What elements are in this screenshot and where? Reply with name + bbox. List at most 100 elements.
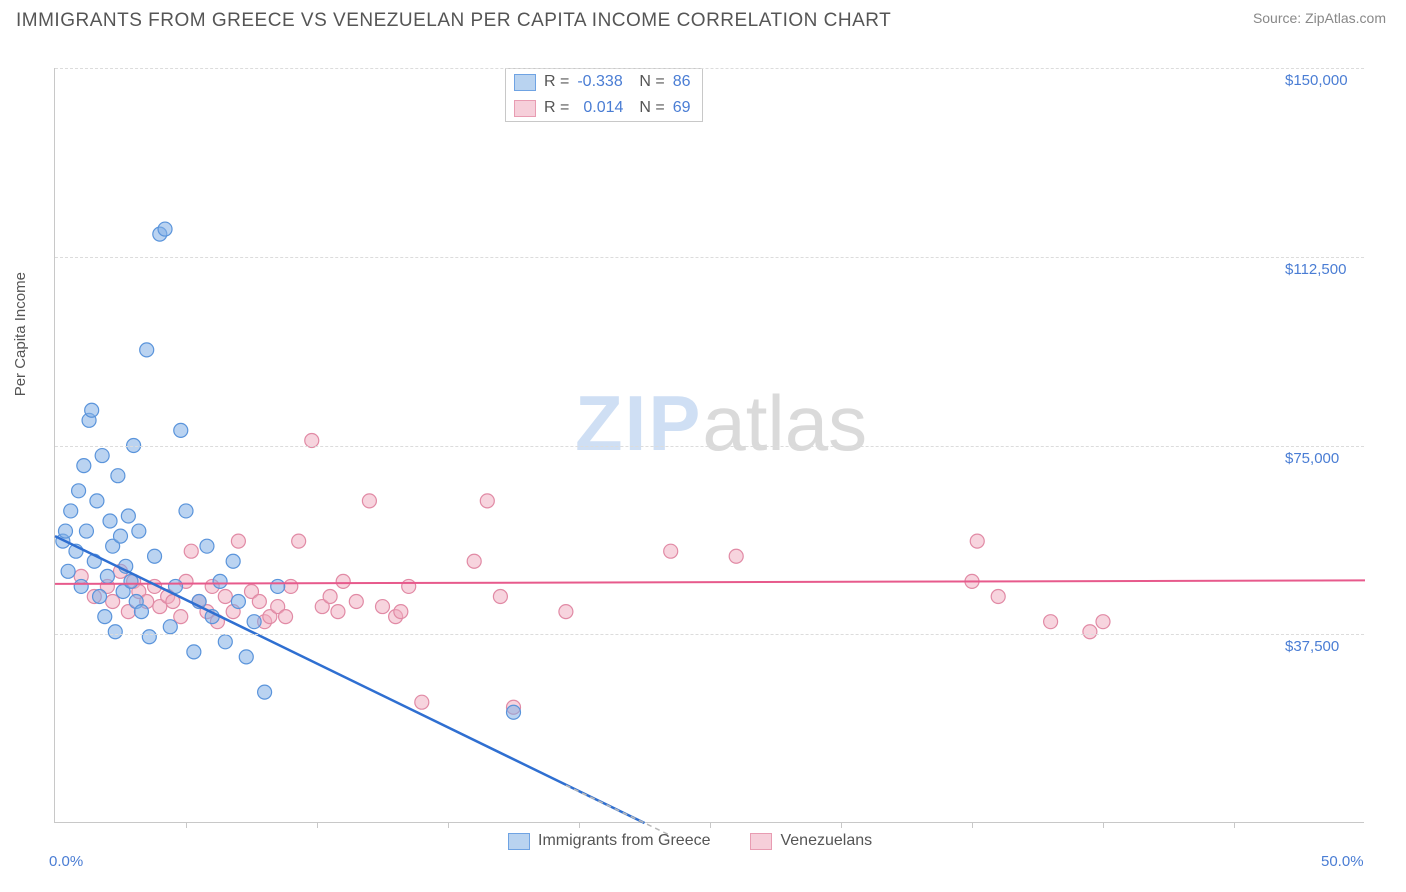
x-tick [186, 822, 187, 828]
gridline [55, 446, 1364, 447]
legend-label-venezuelan: Venezuelans [780, 832, 872, 850]
data-point [95, 449, 109, 463]
data-point [336, 574, 350, 588]
data-point [349, 595, 363, 609]
legend-item-venezuelan: Venezuelans [750, 832, 872, 850]
legend-item-greece: Immigrants from Greece [508, 832, 710, 850]
x-tick [1234, 822, 1235, 828]
swatch-venezuelan [514, 100, 536, 117]
data-point [480, 494, 494, 508]
gridline [55, 634, 1364, 635]
correlation-stats-box: R = -0.338 N = 86 R = 0.014 N = 69 [505, 68, 703, 122]
data-point [187, 645, 201, 659]
data-point [231, 534, 245, 548]
trend-line [55, 580, 1365, 584]
data-point [284, 579, 298, 593]
data-point [467, 554, 481, 568]
legend: Immigrants from Greece Venezuelans [508, 832, 872, 850]
data-point [559, 605, 573, 619]
stats-r-a: -0.338 [577, 70, 631, 94]
data-point [279, 610, 293, 624]
gridline [55, 68, 1364, 69]
stats-n-label: N = [639, 70, 664, 94]
data-point [158, 222, 172, 236]
data-point [402, 579, 416, 593]
data-point [77, 459, 91, 473]
data-point [98, 610, 112, 624]
data-point [174, 423, 188, 437]
data-point [134, 605, 148, 619]
data-point [376, 600, 390, 614]
data-point [323, 590, 337, 604]
y-axis-label: Per Capita Income [12, 272, 29, 396]
y-tick-label: $112,500 [1285, 261, 1346, 278]
data-point [970, 534, 984, 548]
data-point [111, 469, 125, 483]
source-label: Source: ZipAtlas.com [1253, 10, 1386, 26]
data-point [174, 610, 188, 624]
data-point [331, 605, 345, 619]
data-point [415, 695, 429, 709]
swatch-greece [514, 74, 536, 91]
data-point [61, 564, 75, 578]
y-tick-label: $75,000 [1285, 450, 1339, 467]
data-point [247, 615, 261, 629]
x-tick [317, 822, 318, 828]
x-tick [1103, 822, 1104, 828]
data-point [100, 569, 114, 583]
stats-row-a: R = -0.338 N = 86 [506, 69, 702, 95]
swatch-greece-icon [508, 833, 530, 850]
data-point [394, 605, 408, 619]
data-point [991, 590, 1005, 604]
data-point [729, 549, 743, 563]
data-point [114, 529, 128, 543]
data-point [184, 544, 198, 558]
data-point [179, 504, 193, 518]
data-point [108, 625, 122, 639]
data-point [218, 635, 232, 649]
data-point [163, 620, 177, 634]
data-point [132, 524, 146, 538]
y-tick-label: $150,000 [1285, 72, 1348, 89]
gridline [55, 257, 1364, 258]
data-point [252, 595, 266, 609]
x-tick [841, 822, 842, 828]
data-point [493, 590, 507, 604]
stats-r-label: R = [544, 70, 569, 94]
y-tick-label: $37,500 [1285, 638, 1339, 655]
x-tick [972, 822, 973, 828]
data-point [200, 539, 214, 553]
data-point [362, 494, 376, 508]
stats-n-b: 69 [673, 96, 691, 120]
data-point [231, 595, 245, 609]
data-point [292, 534, 306, 548]
data-point [106, 595, 120, 609]
chart-title: IMMIGRANTS FROM GREECE VS VENEZUELAN PER… [16, 10, 891, 32]
data-point [90, 494, 104, 508]
stats-n-a: 86 [673, 70, 691, 94]
data-point [85, 403, 99, 417]
stats-row-b: R = 0.014 N = 69 [506, 95, 702, 121]
data-point [103, 514, 117, 528]
swatch-venezuelan-icon [750, 833, 772, 850]
data-point [74, 579, 88, 593]
data-point [218, 590, 232, 604]
x-tick [710, 822, 711, 828]
data-point [664, 544, 678, 558]
data-point [142, 630, 156, 644]
data-point [64, 504, 78, 518]
data-point [1083, 625, 1097, 639]
data-point [121, 509, 135, 523]
data-point [258, 685, 272, 699]
data-point [239, 650, 253, 664]
stats-n-label: N = [639, 96, 664, 120]
data-point [507, 705, 521, 719]
data-point [226, 554, 240, 568]
data-point [213, 574, 227, 588]
data-point [93, 590, 107, 604]
data-point [72, 484, 86, 498]
stats-r-b: 0.014 [577, 96, 631, 120]
scatter-chart: ZIP atlas R = -0.338 N = 86 R = 0.014 N … [54, 68, 1364, 823]
data-point [140, 343, 154, 357]
data-point [1044, 615, 1058, 629]
